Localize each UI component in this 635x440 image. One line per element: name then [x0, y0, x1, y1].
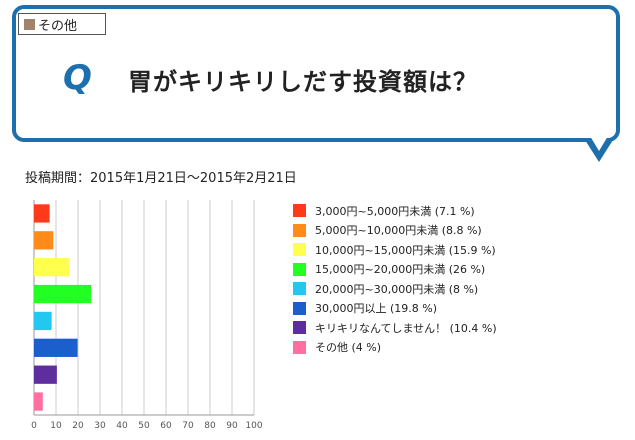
legend-swatch [293, 301, 306, 315]
category-square-icon [24, 18, 35, 30]
x-tick-label: 90 [226, 421, 238, 431]
legend-item: その他 (4 %) [293, 338, 497, 358]
x-tick-label: 80 [204, 421, 216, 431]
question-box [12, 5, 620, 142]
x-tick-label: 30 [94, 421, 106, 431]
bar [34, 311, 52, 331]
legend-label: 5,000円~10,000円未満 (8.8 %) [315, 224, 482, 238]
question-title: 胃がキリキリしだす投資額は？ [128, 68, 478, 96]
x-tick-label: 60 [160, 421, 172, 431]
bar [34, 204, 50, 223]
speech-bubble-tail-inner [590, 136, 608, 151]
legend-item: 3,000円~5,000円未満 (7.1 %) [293, 201, 497, 221]
x-tick-label: 100 [245, 421, 262, 431]
bar [34, 258, 69, 277]
bar [34, 392, 43, 411]
category-label: その他 [38, 18, 78, 34]
legend-swatch [293, 243, 306, 257]
x-tick-label: 70 [182, 421, 194, 431]
legend-swatch [293, 223, 306, 237]
legend-item: 10,000円~15,000円未満 (15.9 %) [293, 240, 497, 260]
legend-label: その他 (4 %) [315, 341, 382, 355]
bar [34, 338, 78, 357]
legend-swatch [293, 262, 306, 276]
legend-swatch [293, 204, 306, 218]
posting-period: 投稿期間：2015年1月21日〜2015年2月21日 [25, 171, 297, 186]
legend-item: キリキリなんてしません！ (10.4 %) [293, 318, 497, 338]
legend-label: キリキリなんてしません！ (10.4 %) [315, 321, 497, 335]
x-tick-label: 0 [31, 421, 37, 431]
x-tick-label: 20 [72, 421, 84, 431]
legend-label: 10,000円~15,000円未満 (15.9 %) [315, 243, 496, 257]
legend-item: 5,000円~10,000円未満 (8.8 %) [293, 221, 497, 241]
chart-legend: 3,000円~5,000円未満 (7.1 %) 5,000円~10,000円未満 … [293, 201, 497, 357]
legend-label: 20,000円~30,000円未満 (8 %) [315, 282, 479, 296]
x-tick-label: 40 [116, 421, 128, 431]
bar [34, 284, 92, 304]
legend-item: 30,000円以上 (19.8 %) [293, 299, 497, 319]
category-tag: その他 [18, 13, 106, 35]
legend-label: 3,000円~5,000円未満 (7.1 %) [315, 204, 475, 218]
x-tick-label: 50 [138, 421, 150, 431]
legend-label: 15,000円~20,000円未満 (26 %) [315, 263, 486, 277]
legend-label: 30,000円以上 (19.8 %) [315, 302, 438, 316]
legend-swatch [293, 321, 306, 335]
question-mark-letter: Q [63, 58, 92, 98]
legend-item: 20,000円~30,000円未満 (8 %) [293, 279, 497, 299]
legend-item: 15,000円~20,000円未満 (26 %) [293, 260, 497, 280]
bar [34, 365, 57, 384]
legend-swatch [293, 340, 306, 354]
legend-swatch [293, 282, 306, 296]
x-tick-label: 10 [50, 421, 62, 431]
bar [34, 231, 54, 250]
